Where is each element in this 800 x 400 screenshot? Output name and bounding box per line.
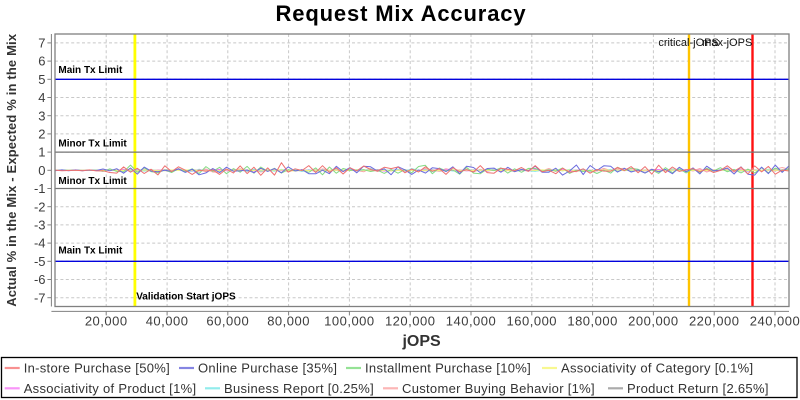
svg-text:Main Tx Limit: Main Tx Limit — [58, 246, 123, 257]
svg-text:Minor Tx Limit: Minor Tx Limit — [58, 139, 127, 150]
svg-text:Associativity of Category [0.1: Associativity of Category [0.1%] — [561, 361, 753, 376]
svg-text:Online Purchase [35%]: Online Purchase [35%] — [198, 361, 337, 376]
svg-text:Product Return [2.65%]: Product Return [2.65%] — [627, 381, 769, 396]
svg-text:In-store Purchase [50%]: In-store Purchase [50%] — [24, 361, 170, 376]
svg-text:240,000: 240,000 — [750, 314, 800, 329]
svg-text:120,000: 120,000 — [385, 314, 436, 329]
svg-text:Main Tx Limit: Main Tx Limit — [58, 65, 123, 76]
svg-text:jOPS: jOPS — [401, 333, 441, 350]
svg-text:6: 6 — [38, 54, 45, 69]
svg-text:-2: -2 — [34, 199, 46, 214]
svg-text:200,000: 200,000 — [628, 314, 679, 329]
svg-text:4: 4 — [38, 90, 45, 105]
svg-text:20,000: 20,000 — [85, 314, 128, 329]
svg-text:Request Mix Accuracy: Request Mix Accuracy — [276, 1, 527, 26]
svg-text:100,000: 100,000 — [324, 314, 375, 329]
svg-text:Associativity of Product [1%]: Associativity of Product [1%] — [24, 381, 197, 396]
svg-text:max-jOPS: max-jOPS — [702, 37, 752, 49]
svg-text:5: 5 — [38, 72, 45, 87]
svg-text:-1: -1 — [34, 181, 46, 196]
svg-text:1: 1 — [38, 145, 45, 160]
svg-text:160,000: 160,000 — [507, 314, 558, 329]
svg-text:critical-jOPS: critical-jOPS — [658, 37, 719, 49]
svg-text:-6: -6 — [34, 272, 46, 287]
svg-text:Customer Buying Behavior [1%]: Customer Buying Behavior [1%] — [402, 381, 595, 396]
svg-text:2: 2 — [38, 127, 45, 142]
svg-text:220,000: 220,000 — [689, 314, 740, 329]
svg-text:Actual % in the Mix - Expected: Actual % in the Mix - Expected % in the … — [4, 33, 19, 307]
svg-text:Validation Start jOPS: Validation Start jOPS — [136, 292, 236, 303]
svg-text:40,000: 40,000 — [146, 314, 189, 329]
svg-text:-7: -7 — [34, 290, 46, 305]
svg-text:Business Report [0.25%]: Business Report [0.25%] — [224, 381, 374, 396]
svg-text:Minor Tx Limit: Minor Tx Limit — [58, 176, 127, 187]
svg-text:-3: -3 — [34, 218, 46, 233]
svg-text:180,000: 180,000 — [567, 314, 618, 329]
svg-text:80,000: 80,000 — [267, 314, 310, 329]
svg-text:-5: -5 — [34, 254, 46, 269]
svg-text:3: 3 — [38, 108, 45, 123]
svg-text:7: 7 — [38, 36, 45, 51]
svg-text:0: 0 — [38, 163, 45, 178]
svg-text:Installment Purchase [10%]: Installment Purchase [10%] — [365, 361, 531, 376]
svg-text:-4: -4 — [34, 236, 46, 251]
svg-text:140,000: 140,000 — [446, 314, 497, 329]
svg-text:60,000: 60,000 — [206, 314, 249, 329]
